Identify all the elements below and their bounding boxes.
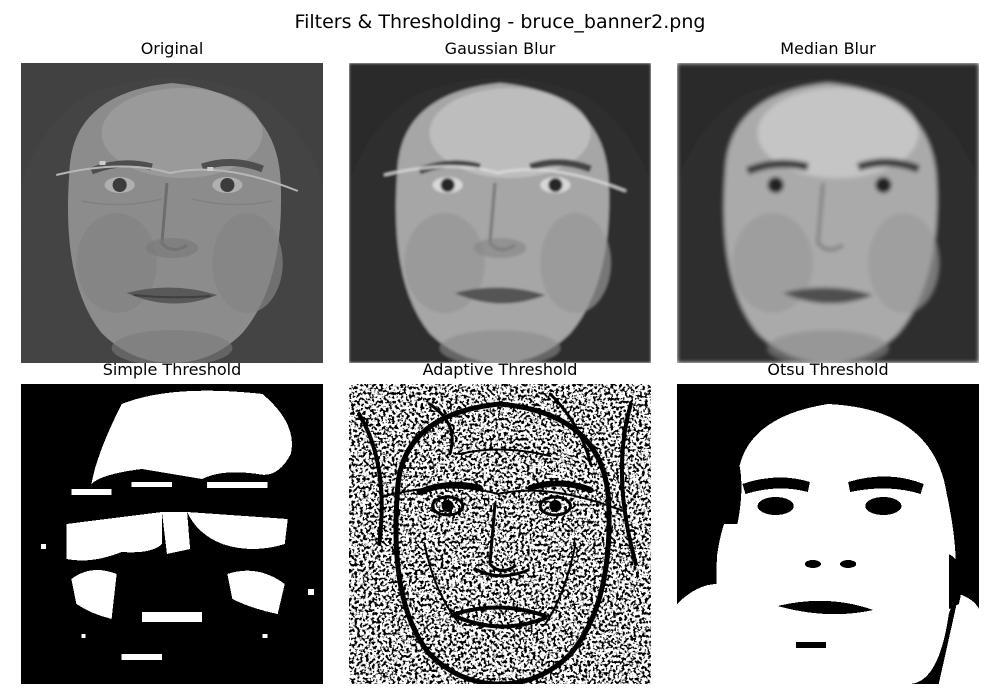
panel-title: Gaussian Blur [444,39,556,58]
original-image [21,63,323,363]
panel-title: Otsu Threshold [767,360,889,379]
gaussian-blur-image [349,63,651,363]
figure-title: Filters & Thresholding - bruce_banner2.p… [294,11,706,33]
panel-title: Adaptive Threshold [422,360,578,379]
otsu-threshold-image [677,384,979,684]
median-blur-image [677,63,979,363]
panel-title: Original [140,39,204,58]
panel-title: Simple Threshold [102,360,242,379]
simple-threshold-image [21,384,323,684]
panel-title: Median Blur [780,39,876,58]
adaptive-threshold-image [349,384,651,684]
